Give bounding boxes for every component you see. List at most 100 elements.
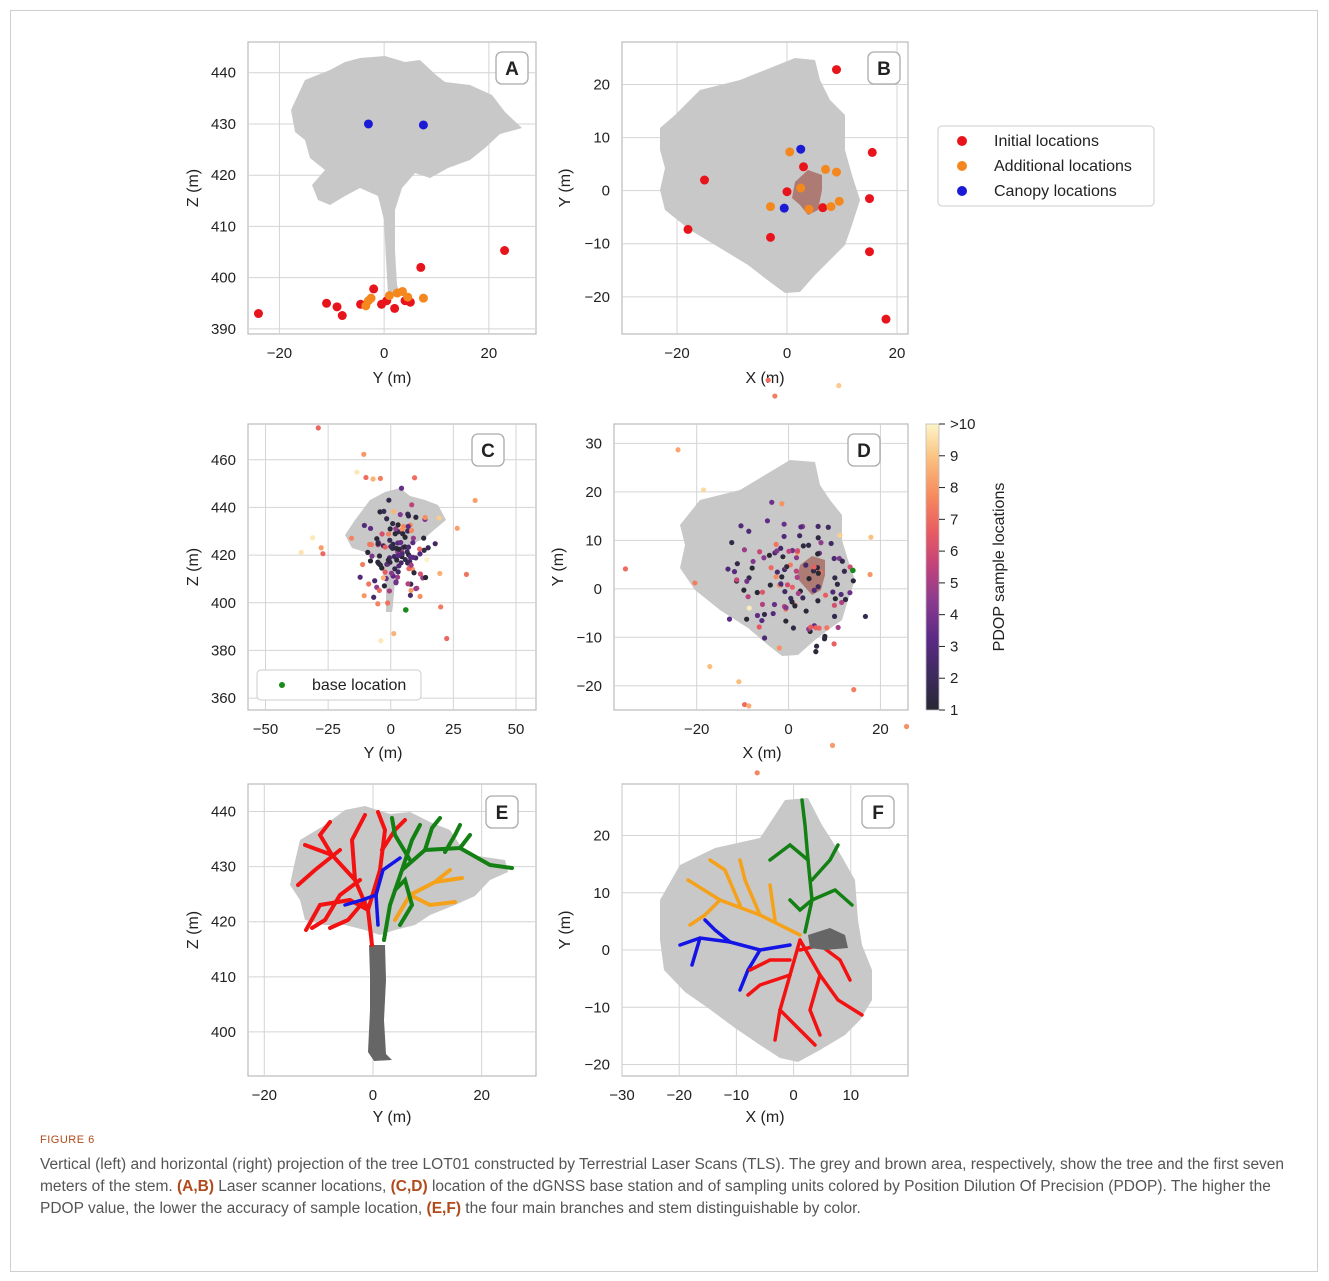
panel-f: −30 −20 −10 0 10 −20 −10 0 10 20 X (m) Y (m) F <box>557 783 909 1126</box>
panel-d-ticks: −20 0 20 −20 −10 0 10 20 30 <box>577 435 889 738</box>
caption-text-3: location of the dGNSS base station and o… <box>40 1178 1271 1217</box>
sample-point <box>395 522 401 528</box>
sample-point <box>776 645 782 651</box>
sample-point <box>423 574 429 581</box>
sample-point <box>397 511 403 518</box>
y-tick-label: 0 <box>602 183 610 200</box>
sample-point <box>405 523 411 530</box>
sample-point <box>784 564 790 570</box>
data-point-additional-locations <box>796 183 806 193</box>
sample-point <box>778 545 784 551</box>
sample-point <box>375 541 381 547</box>
x-tick-label: −20 <box>684 721 709 738</box>
sample-point <box>398 485 405 491</box>
sample-point <box>399 551 405 557</box>
sample-point <box>815 598 821 604</box>
sample-point <box>376 553 383 559</box>
data-point-initial-locations <box>766 232 775 242</box>
panel-f-xlabel: X (m) <box>745 1109 784 1126</box>
caption-text-1: Vertical (left) and horizontal (right) p… <box>40 1156 1285 1195</box>
sample-point <box>781 521 787 527</box>
sample-point <box>387 537 393 543</box>
sample-point <box>756 624 762 630</box>
colorbar-tick-label: 9 <box>950 448 958 465</box>
sample-point <box>734 577 740 583</box>
sample-point <box>310 535 316 541</box>
sample-point <box>834 581 840 587</box>
sample-point <box>436 515 442 521</box>
panel-b-xlabel: X (m) <box>745 370 784 387</box>
sample-point <box>381 583 387 589</box>
panel-e-branch-red <box>296 810 407 947</box>
data-point-canopy-locations <box>418 120 428 130</box>
panel-e-branch-orange <box>393 868 464 922</box>
sample-point <box>405 581 411 587</box>
data-point-initial-locations <box>322 298 332 308</box>
y-tick-label: 390 <box>211 321 236 338</box>
data-point-additional-locations <box>384 291 394 301</box>
legend-b <box>937 125 1155 207</box>
sample-point <box>803 562 809 568</box>
colorbar-label: PDOP sample locations <box>991 483 1008 652</box>
sample-point <box>405 528 411 534</box>
data-point-initial-locations <box>369 284 379 294</box>
sample-point <box>357 574 363 580</box>
sample-point <box>786 548 792 554</box>
sample-point <box>424 557 430 563</box>
sample-point <box>408 527 415 534</box>
base-location-point <box>402 607 409 613</box>
y-tick-label: 440 <box>211 65 236 82</box>
sample-point <box>808 624 814 630</box>
panel-a-xlabel: Y (m) <box>373 370 412 387</box>
sample-point <box>842 596 849 603</box>
sample-point <box>841 568 847 574</box>
sample-point <box>402 544 408 550</box>
sample-point <box>376 587 383 594</box>
sample-point <box>361 522 367 529</box>
data-point-additional-locations <box>397 286 407 296</box>
sample-point <box>831 602 837 608</box>
x-tick-label: −20 <box>252 1087 277 1104</box>
sample-point <box>773 574 779 580</box>
colorbar-gradient <box>925 423 940 711</box>
sample-point <box>417 571 424 577</box>
panel-c-ylabel: Z (m) <box>185 548 202 586</box>
sample-point <box>741 701 748 708</box>
sample-point <box>746 605 752 611</box>
caption-text-4: the four main branches and stem distingu… <box>460 1200 861 1217</box>
sample-point <box>829 742 836 748</box>
sample-point <box>778 581 784 587</box>
panel-e-ticks: −20 0 20 400 410 420 430 440 <box>211 804 490 1104</box>
legend-initial-label: Initial locations <box>994 133 1099 150</box>
panel-d: −20 0 20 −20 −10 0 10 20 30 X (m) Y (m) D <box>550 377 910 776</box>
sample-point <box>348 535 355 541</box>
y-tick-label: −20 <box>585 1057 610 1074</box>
sample-point <box>746 528 752 534</box>
caption-ref-ab: (A,B) <box>176 1178 214 1195</box>
sample-point <box>395 569 401 575</box>
sample-point <box>793 555 800 561</box>
panel-f-branch-red <box>746 938 864 1047</box>
panel-b-ticks: −20 0 20 −20 −10 0 10 20 <box>585 76 906 362</box>
sample-point <box>797 533 803 539</box>
panel-c-xlabel: Y (m) <box>364 745 403 762</box>
x-tick-label: −25 <box>315 721 340 738</box>
sample-point <box>388 544 394 550</box>
sample-point <box>359 561 366 568</box>
sample-point <box>388 570 395 576</box>
data-point-initial-locations <box>683 224 693 234</box>
sample-point <box>413 586 419 592</box>
sample-point <box>815 551 821 557</box>
sample-point <box>761 635 768 641</box>
sample-point <box>815 523 821 530</box>
panel-b: −20 0 20 −20 −10 0 10 20 X (m) Y (m) B Initial … <box>557 41 1155 387</box>
data-point-initial-locations <box>867 147 877 157</box>
sample-point <box>746 703 752 709</box>
sample-point <box>784 582 791 588</box>
sample-point <box>779 574 785 580</box>
sample-point <box>774 569 780 575</box>
sample-point <box>838 591 844 598</box>
sample-point <box>361 593 367 599</box>
panel-e-xlabel: Y (m) <box>373 1109 412 1126</box>
colorbar-tick-label: 7 <box>950 511 958 528</box>
